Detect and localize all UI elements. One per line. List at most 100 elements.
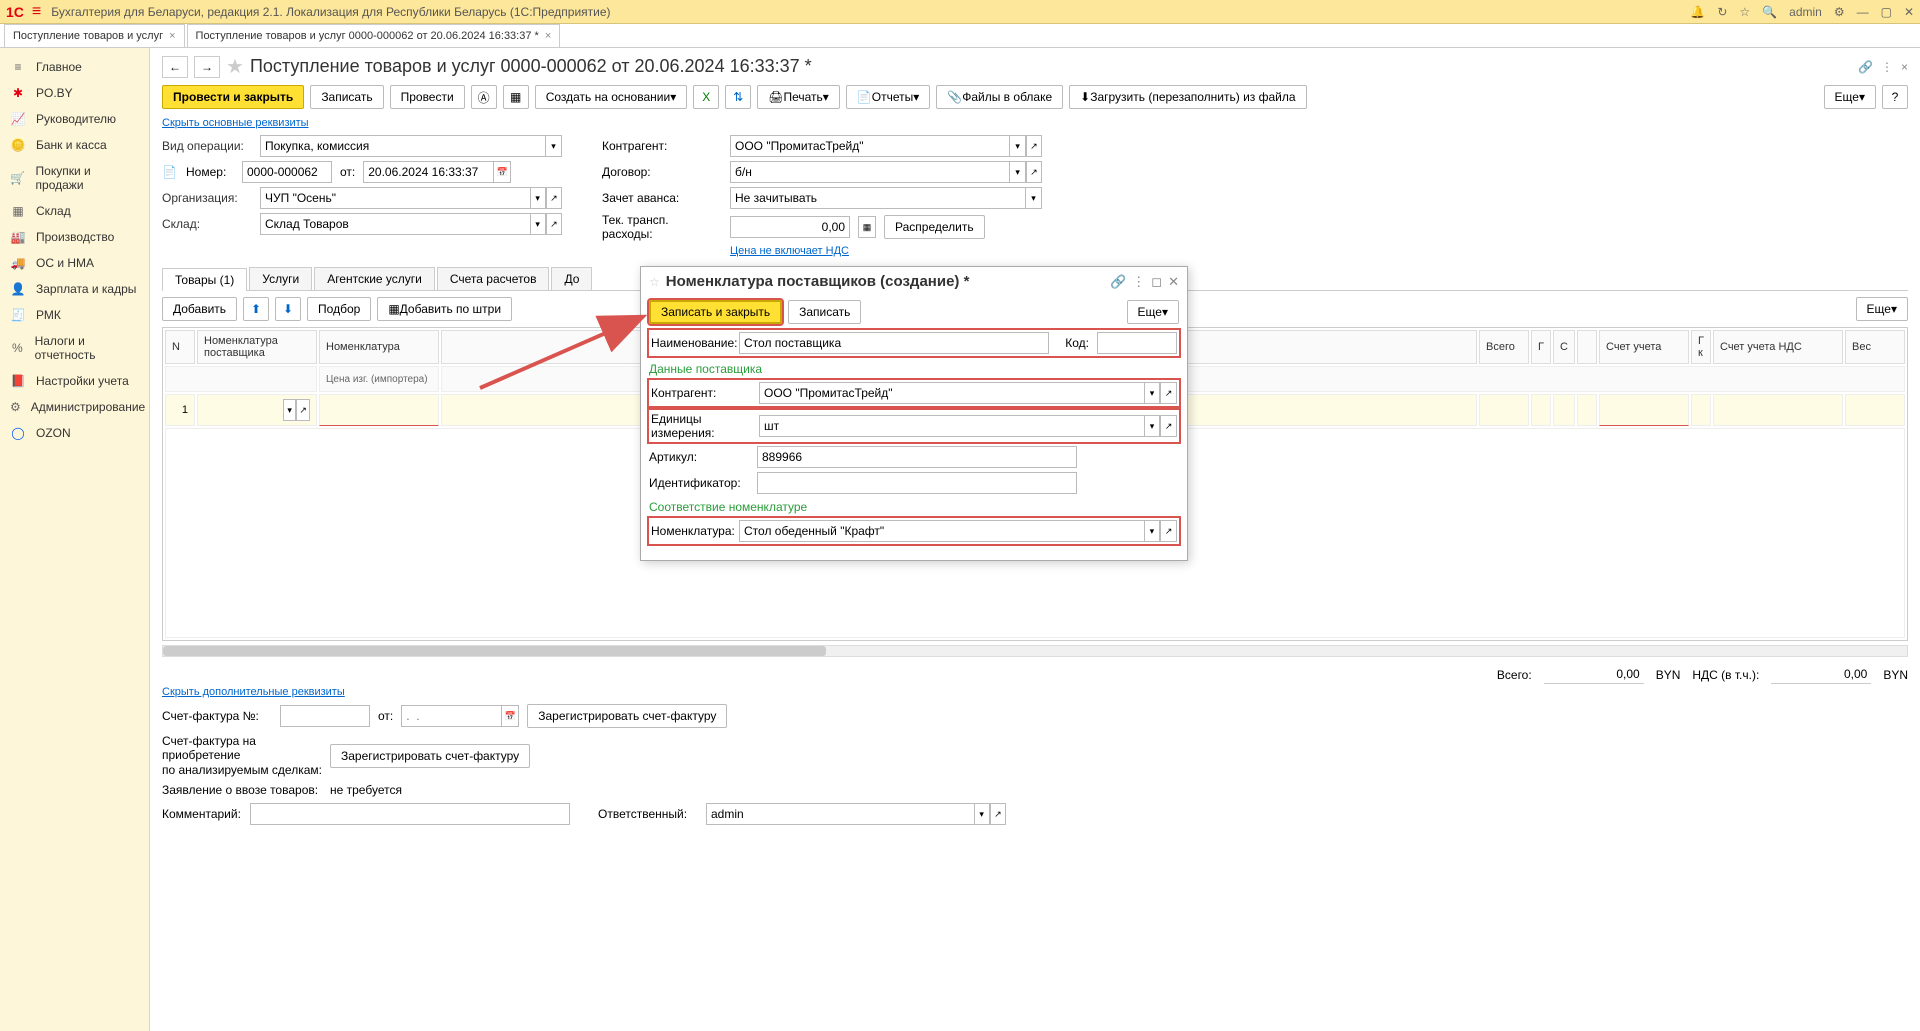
star-icon[interactable]: ☆: [1739, 5, 1750, 19]
open-icon[interactable]: ↗: [296, 399, 310, 421]
load-file-button[interactable]: ⬇ Загрузить (перезаполнить) из файла: [1069, 85, 1306, 109]
dropdown-icon[interactable]: ▾: [974, 803, 990, 825]
sidebar-item-bank[interactable]: 🪙Банк и касса: [0, 132, 149, 158]
minimize-icon[interactable]: —: [1857, 5, 1869, 19]
hamburger-icon[interactable]: ≡: [32, 3, 41, 21]
dt-blue-icon-button[interactable]: ⇅: [725, 85, 751, 109]
register-invoice2-button[interactable]: Зарегистрировать счет-фактуру: [330, 744, 530, 768]
user-label[interactable]: admin: [1789, 5, 1822, 19]
cell-supplier-nomen[interactable]: ▾ ↗: [197, 394, 317, 426]
print-button[interactable]: 🖨 Печать ▾: [757, 85, 840, 109]
col-supplier-nomen[interactable]: Номенклатура поставщика: [197, 330, 317, 364]
sidebar-item-main[interactable]: ≡Главное: [0, 54, 149, 80]
col-g[interactable]: Г: [1531, 330, 1551, 364]
sidebar-item-sales[interactable]: 🛒Покупки и продажи: [0, 158, 149, 198]
dialog-save-close-button[interactable]: Записать и закрыть: [649, 300, 782, 324]
more-icon[interactable]: ⋮: [1132, 274, 1145, 290]
maximize-icon[interactable]: ◻: [1151, 274, 1162, 290]
register-invoice-button[interactable]: Зарегистрировать счет-фактуру: [527, 704, 727, 728]
more-button[interactable]: Еще ▾: [1824, 85, 1876, 109]
search-icon[interactable]: 🔍: [1762, 5, 1777, 19]
dropdown-icon[interactable]: ▾: [530, 213, 546, 235]
calc-icon[interactable]: ▦: [858, 216, 876, 238]
dialog-save-button[interactable]: Записать: [788, 300, 861, 324]
date-input[interactable]: [363, 161, 493, 183]
sidebar-item-warehouse[interactable]: ▦Склад: [0, 198, 149, 224]
post-button[interactable]: Провести: [390, 85, 465, 109]
cell-nomen[interactable]: [319, 394, 439, 426]
dropdown-icon[interactable]: ▾: [1144, 415, 1161, 437]
sidebar-item-manager[interactable]: 📈Руководителю: [0, 106, 149, 132]
number-input[interactable]: [242, 161, 332, 183]
star-icon[interactable]: ☆: [649, 275, 660, 289]
dialog-name-input[interactable]: [739, 332, 1049, 354]
col-account[interactable]: Счет учета: [1599, 330, 1689, 364]
dropdown-icon[interactable]: ▾: [1009, 161, 1025, 183]
select-button[interactable]: Подбор: [307, 297, 371, 321]
open-icon[interactable]: ↗: [546, 213, 562, 235]
link-icon[interactable]: 🔗: [1858, 60, 1873, 74]
contract-input[interactable]: [730, 161, 1009, 183]
dt-icon-button[interactable]: Ⓐ: [471, 85, 497, 109]
close-icon[interactable]: ✕: [1904, 5, 1914, 19]
open-icon[interactable]: ↗: [1160, 382, 1177, 404]
op-type-input[interactable]: [260, 135, 545, 157]
move-down-button[interactable]: ⬇: [275, 297, 301, 321]
open-icon[interactable]: ↗: [1160, 415, 1177, 437]
table-more-button[interactable]: Еще ▾: [1856, 297, 1908, 321]
structure-icon-button[interactable]: ▦: [503, 85, 529, 109]
open-icon[interactable]: ↗: [1026, 161, 1042, 183]
close-icon[interactable]: ×: [1901, 60, 1908, 74]
bell-icon[interactable]: 🔔: [1690, 5, 1705, 19]
warehouse-input[interactable]: [260, 213, 530, 235]
col-total[interactable]: Всего: [1479, 330, 1529, 364]
invoice-date-input[interactable]: [401, 705, 501, 727]
tab-agent[interactable]: Агентские услуги: [314, 267, 435, 290]
sidebar-item-tax[interactable]: %Налоги и отчетность: [0, 328, 149, 368]
supplier-nomen-input[interactable]: [204, 399, 283, 421]
dropdown-icon[interactable]: ▾: [1009, 135, 1025, 157]
dialog-more-button[interactable]: Еще ▾: [1127, 300, 1179, 324]
history-icon[interactable]: ↻: [1717, 5, 1727, 19]
nav-back-button[interactable]: ←: [162, 56, 188, 78]
hide-main-link[interactable]: Скрыть основные реквизиты: [162, 117, 309, 129]
tab-extra[interactable]: До: [551, 267, 592, 290]
add-barcode-button[interactable]: ▦ Добавить по штри: [377, 297, 512, 321]
transport-input[interactable]: [730, 216, 850, 238]
col-s[interactable]: С: [1553, 330, 1575, 364]
sidebar-item-poby[interactable]: ✱PO.BY: [0, 80, 149, 106]
excel-icon-button[interactable]: X: [693, 85, 719, 109]
dialog-nomen-input[interactable]: [739, 520, 1144, 542]
open-icon[interactable]: ↗: [1160, 520, 1177, 542]
doc-tab-current[interactable]: Поступление товаров и услуг 0000-000062 …: [187, 24, 561, 47]
sidebar-item-settings[interactable]: 📕Настройки учета: [0, 368, 149, 394]
dropdown-icon[interactable]: ▾: [1025, 187, 1042, 209]
cloud-files-button[interactable]: 📎 Файлы в облаке: [936, 85, 1063, 109]
counterparty-input[interactable]: [730, 135, 1009, 157]
open-icon[interactable]: ↗: [1026, 135, 1042, 157]
hide-extra-link[interactable]: Скрыть дополнительные реквизиты: [162, 686, 345, 698]
sidebar-item-production[interactable]: 🏭Производство: [0, 224, 149, 250]
distribute-button[interactable]: Распределить: [884, 215, 985, 239]
doc-tab-list[interactable]: Поступление товаров и услуг ×: [4, 24, 185, 47]
dialog-id-input[interactable]: [757, 472, 1077, 494]
add-row-button[interactable]: Добавить: [162, 297, 237, 321]
open-icon[interactable]: ↗: [990, 803, 1006, 825]
dialog-article-input[interactable]: [757, 446, 1077, 468]
favorite-star-icon[interactable]: ★: [226, 54, 244, 79]
dropdown-icon[interactable]: ▾: [1144, 382, 1161, 404]
tab-goods[interactable]: Товары (1): [162, 268, 247, 291]
reports-button[interactable]: 📄 Отчеты ▾: [846, 85, 930, 109]
save-button[interactable]: Записать: [310, 85, 383, 109]
col-nomen[interactable]: Номенклатура: [319, 330, 439, 364]
org-input[interactable]: [260, 187, 530, 209]
sidebar-item-ozon[interactable]: ◯OZON: [0, 420, 149, 446]
sidebar-item-rmk[interactable]: 🧾РМК: [0, 302, 149, 328]
tab-accounts[interactable]: Счета расчетов: [437, 267, 550, 290]
dialog-unit-input[interactable]: [759, 415, 1144, 437]
responsible-input[interactable]: [706, 803, 974, 825]
link-icon[interactable]: 🔗: [1110, 274, 1126, 290]
col-gk[interactable]: Г к: [1691, 330, 1711, 364]
close-icon[interactable]: ✕: [1168, 274, 1179, 290]
col-vat-account[interactable]: Счет учета НДС: [1713, 330, 1843, 364]
